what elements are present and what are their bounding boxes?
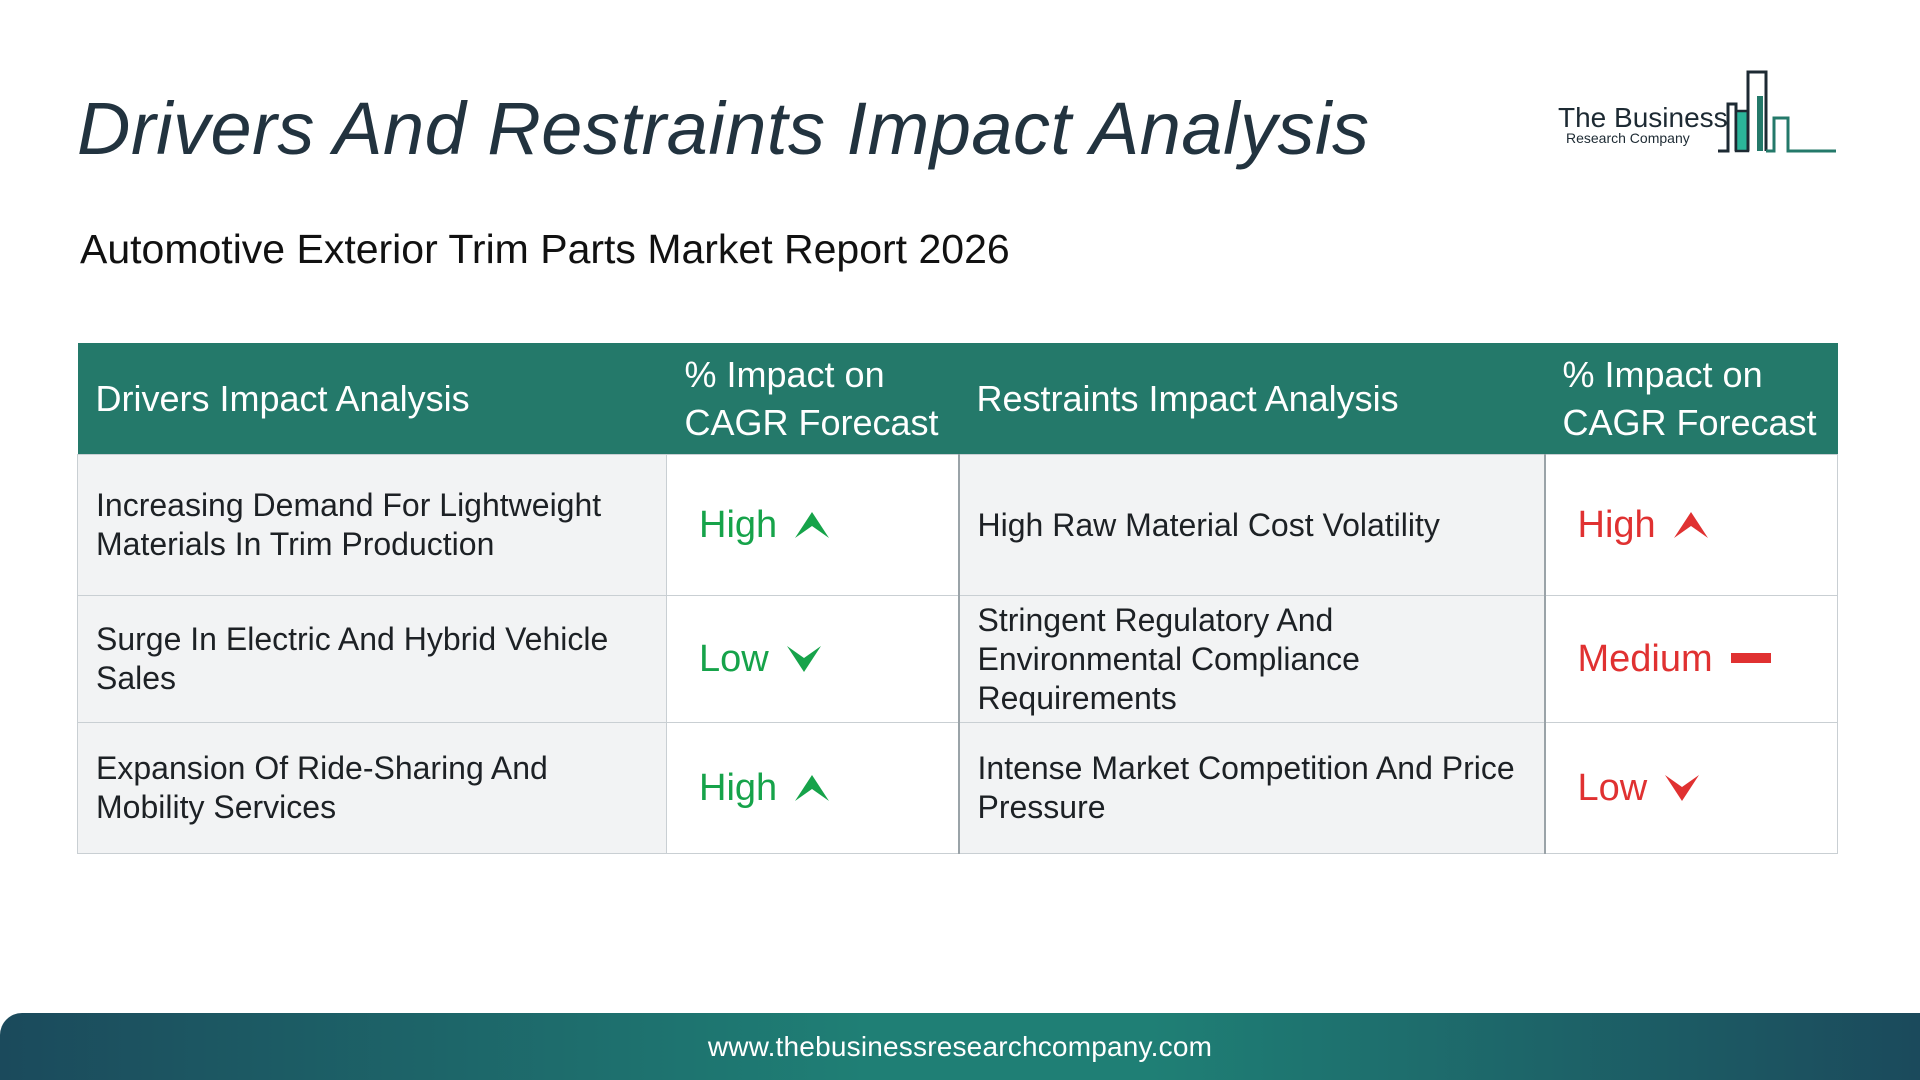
table-header-row: Drivers Impact Analysis % Impact on CAGR… bbox=[77, 343, 1838, 455]
logo-text-primary: The Business bbox=[1558, 102, 1728, 133]
impact-value: High bbox=[699, 503, 778, 546]
driver-impact-cell: Low bbox=[666, 595, 959, 723]
impact-value: Low bbox=[699, 637, 769, 680]
header-drivers: Drivers Impact Analysis bbox=[77, 343, 667, 455]
company-logo: The Business Research Company bbox=[1556, 66, 1836, 156]
header-restraints-impact: % Impact on CAGR Forecast bbox=[1544, 343, 1838, 455]
restraint-impact-cell: Medium bbox=[1543, 595, 1838, 723]
driver-cell: Surge In Electric And Hybrid Vehicle Sal… bbox=[77, 595, 667, 723]
impact-table: Drivers Impact Analysis % Impact on CAGR… bbox=[77, 343, 1838, 854]
driver-cell: Increasing Demand For Lightweight Materi… bbox=[77, 454, 667, 596]
page-title: Drivers And Restraints Impact Analysis bbox=[77, 87, 1370, 170]
report-subtitle: Automotive Exterior Trim Parts Market Re… bbox=[80, 226, 1010, 272]
bar-chart-logo-icon bbox=[1718, 70, 1836, 153]
arrow-up-icon bbox=[1673, 512, 1708, 538]
table-row: Expansion Of Ride-Sharing And Mobility S… bbox=[77, 722, 1838, 854]
restraint-cell: Stringent Regulatory And Environmental C… bbox=[957, 595, 1545, 723]
logo-text-secondary: Research Company bbox=[1566, 130, 1690, 146]
arrow-up-icon bbox=[795, 775, 830, 801]
arrow-down-icon bbox=[1665, 775, 1700, 801]
driver-impact-cell: High bbox=[666, 722, 959, 854]
footer-website-link[interactable]: www.thebusinessresearchcompany.com bbox=[707, 1030, 1213, 1062]
impact-value: Low bbox=[1577, 766, 1648, 809]
header-restraints: Restraints Impact Analysis bbox=[958, 343, 1545, 455]
table-row: Surge In Electric And Hybrid Vehicle Sal… bbox=[77, 595, 1838, 723]
header-drivers-impact: % Impact on CAGR Forecast bbox=[666, 343, 959, 455]
arrow-down-icon bbox=[786, 646, 821, 672]
driver-impact-cell: High bbox=[666, 454, 959, 596]
dash-icon bbox=[1730, 653, 1771, 663]
restraint-impact-cell: Low bbox=[1543, 722, 1838, 854]
impact-value: Medium bbox=[1577, 637, 1713, 680]
footer-bar: www.thebusinessresearchcompany.com bbox=[0, 1013, 1920, 1080]
arrow-up-icon bbox=[795, 512, 830, 538]
driver-cell: Expansion Of Ride-Sharing And Mobility S… bbox=[77, 722, 667, 854]
restraint-cell: High Raw Material Cost Volatility bbox=[957, 454, 1545, 596]
restraint-impact-cell: High bbox=[1543, 454, 1838, 596]
impact-value: High bbox=[699, 766, 778, 809]
impact-value: High bbox=[1577, 503, 1656, 546]
table-row: Increasing Demand For Lightweight Materi… bbox=[77, 454, 1838, 596]
restraint-cell: Intense Market Competition And Price Pre… bbox=[957, 722, 1545, 854]
